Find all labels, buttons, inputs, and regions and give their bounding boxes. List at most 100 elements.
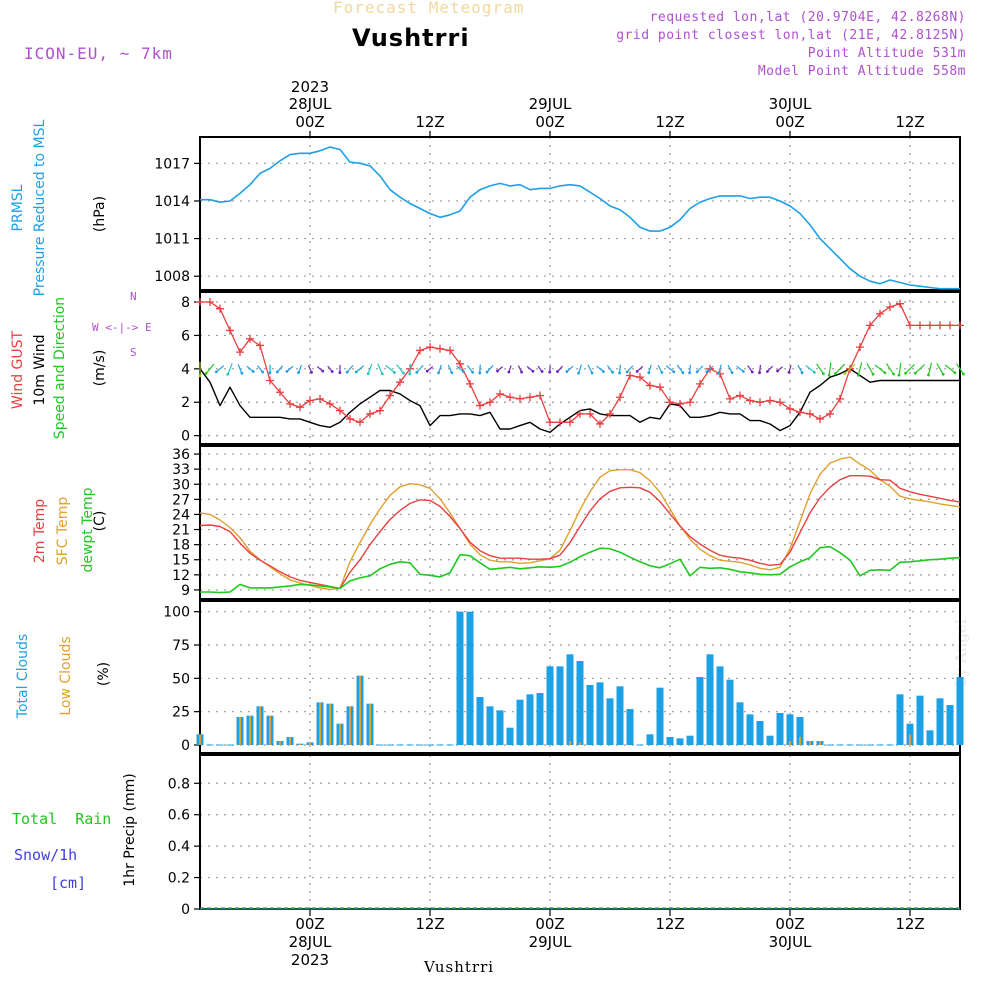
- wind-arrow-head: [478, 371, 482, 375]
- low-cloud-bar: [359, 675, 361, 745]
- gust-marker: [296, 403, 304, 412]
- wind-arrow-head: [953, 371, 957, 375]
- wind-direction-arrow: [447, 364, 453, 373]
- top-date-label: 30JUL: [769, 95, 812, 113]
- wind-direction-arrow: [706, 365, 714, 373]
- wind-direction-arrow: [885, 363, 895, 375]
- pressure-tick-label: 1017: [154, 156, 190, 172]
- wind-direction-arrow: [828, 362, 832, 376]
- wind-arrow-head: [565, 370, 569, 373]
- wind-direction-arrow: [857, 362, 863, 376]
- wind-direction-arrow: [438, 364, 442, 373]
- gust-marker: [536, 391, 544, 400]
- clouds-tick-label: 25: [172, 705, 190, 721]
- wind-arrow-head: [485, 370, 489, 374]
- compass-south: S: [130, 346, 137, 359]
- gust-marker: [646, 381, 654, 390]
- gust-marker: [246, 334, 254, 343]
- gust-marker: [496, 389, 504, 398]
- wind-arrow-head: [904, 371, 907, 375]
- low-cloud-bar: [369, 703, 371, 745]
- wind-arrow-head: [450, 371, 454, 375]
- top-hour-label: 12Z: [895, 113, 924, 131]
- gust-marker: [286, 399, 294, 408]
- gust-marker: [826, 409, 834, 418]
- wind-arrow-head: [354, 370, 358, 374]
- precip-snow-label: Snow/1h: [14, 846, 78, 864]
- low-cloud-bar: [249, 715, 251, 745]
- wind-gust-line: [200, 301, 960, 425]
- pressure-line: [200, 146, 960, 290]
- gust-marker: [366, 409, 374, 418]
- gust-marker: [436, 344, 444, 353]
- top-hour-label: 00Z: [775, 113, 804, 131]
- gust-marker: [666, 398, 674, 407]
- gust-marker: [476, 401, 484, 410]
- gust-marker: [456, 359, 464, 368]
- wind-direction-arrow: [955, 363, 965, 375]
- wind-arrow-head: [856, 373, 860, 377]
- top-date-label: 29JUL: [529, 95, 572, 113]
- gust-marker: [396, 378, 404, 387]
- wind-arrow-head: [618, 371, 622, 375]
- gust-marker: [466, 379, 474, 388]
- gust-marker: [206, 298, 214, 307]
- wind-direction-arrow: [215, 365, 225, 373]
- wind-arrow-head: [471, 370, 475, 374]
- gust-marker: [546, 418, 554, 427]
- total-cloud-bar: [686, 735, 694, 745]
- total-cloud-bar: [726, 679, 734, 745]
- gust-marker: [326, 399, 334, 408]
- sfc-temp-line: [199, 456, 961, 591]
- temp-tick-label: 9: [181, 583, 190, 599]
- total-cloud-bar: [556, 666, 564, 745]
- wind-direction-arrow: [676, 364, 684, 374]
- gust-marker: [856, 343, 864, 352]
- wind-arrow-head: [437, 371, 440, 375]
- low-cloud-bar: [579, 742, 581, 745]
- wind-direction-arrow: [416, 364, 424, 373]
- footer-location: Vushtrri: [424, 958, 495, 976]
- low-cloud-bar: [259, 706, 261, 745]
- wind-direction-arrow: [665, 365, 675, 373]
- bottom-hour-label: 12Z: [895, 915, 924, 933]
- temp-tick-label: 15: [172, 553, 190, 569]
- wind-arrow-head: [366, 372, 370, 376]
- wind-arrow-head: [261, 370, 265, 374]
- total-cloud-bar: [616, 686, 624, 745]
- total-cloud-bar: [496, 710, 504, 745]
- low-cloud-bar: [319, 702, 321, 745]
- precip-cm-label: [cm]: [50, 874, 87, 892]
- gust-marker: [806, 409, 814, 418]
- wind-tick-label: 2: [181, 395, 190, 411]
- wind-arrow-head: [240, 371, 244, 375]
- wind-direction-arrow: [377, 363, 383, 375]
- gust-marker: [776, 398, 784, 407]
- gust-marker: [556, 418, 564, 427]
- wind-direction-arrow: [936, 363, 944, 375]
- wind-arrow-head: [635, 369, 639, 373]
- point-altitude: Point Altitude 531m: [807, 46, 966, 61]
- wind-arrow-head: [681, 371, 685, 375]
- low-cloud-bar: [339, 723, 341, 745]
- wind-direction-arrow: [626, 365, 634, 373]
- total-cloud-bar: [626, 709, 634, 745]
- wind-arrow-head: [496, 369, 499, 373]
- wind-arrow-head: [214, 370, 218, 374]
- low-cloud-bar: [199, 734, 201, 745]
- precip-tick-label: 0: [181, 902, 190, 918]
- wind-direction-arrow: [914, 364, 926, 374]
- gust-marker: [866, 321, 874, 330]
- low-cloud-bar: [299, 743, 301, 745]
- total-cloud-bar: [916, 695, 924, 745]
- requested-coords: requested lon,lat (20.9704E, 42.8268N): [649, 10, 966, 25]
- wind-tick-label: 0: [181, 429, 190, 445]
- total-cloud-bar: [546, 666, 554, 745]
- wind-direction-arrow: [844, 363, 856, 374]
- total-cloud-bar: [576, 661, 584, 745]
- wind-arrow-head: [425, 369, 429, 373]
- dewpt-temp-line: [200, 545, 961, 594]
- wind-direction-arrow: [587, 364, 593, 374]
- gust-marker: [346, 414, 354, 423]
- gust-marker: [386, 391, 394, 400]
